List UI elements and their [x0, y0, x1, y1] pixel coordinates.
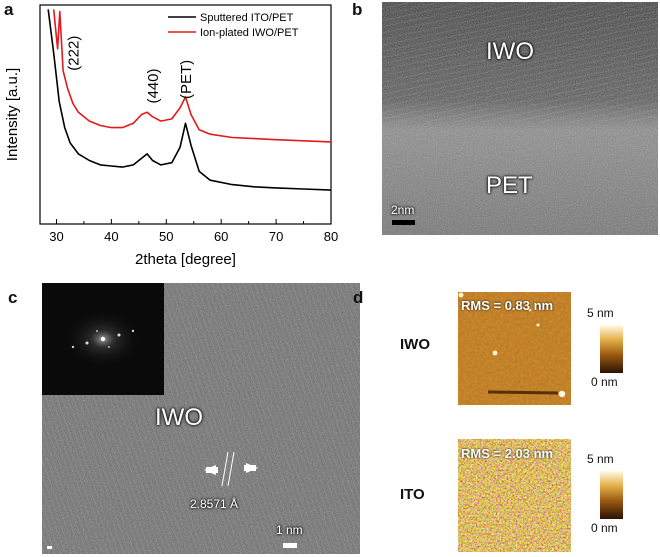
scale-bar-label-b: 2nm [391, 203, 415, 217]
x-tick-label-4: 70 [269, 229, 283, 244]
color-scale-max-iwo: 5 nm [587, 306, 614, 320]
y-axis-label: Intensity [a.u.] [4, 68, 21, 161]
tem-cross-section-image [382, 2, 658, 235]
rms-label-ito: RMS = 2.03 nm [461, 446, 554, 461]
iwo-lattice-label: IWO [155, 404, 203, 431]
scale-bar-label-c: 1 nm [276, 523, 303, 537]
fft-inset [42, 283, 164, 395]
panel-c-letter: c [8, 288, 18, 307]
legend-label-0: Sputtered ITO/PET [200, 12, 294, 24]
afm-image-iwo [458, 292, 571, 405]
peak-label-222: (222) [65, 36, 82, 71]
color-scale-min-iwo: 0 nm [591, 375, 618, 389]
color-scale-bar-ito [600, 471, 623, 519]
iwo-film-label: IWO [486, 38, 534, 65]
x-tick-label-2: 50 [159, 229, 173, 244]
legend-label-1: Ion-plated IWO/PET [200, 27, 299, 39]
color-scale-min-ito: 0 nm [591, 521, 618, 535]
panel-b-letter: b [352, 0, 363, 19]
afm-image-ito [458, 439, 571, 552]
series-line-0 [47, 9, 332, 191]
d-spacing-label: 2.8571 Å [190, 497, 239, 511]
panel-a-letter: a [4, 0, 14, 19]
color-scale-bar-iwo [600, 325, 623, 373]
x-axis-label: 2theta [degree] [135, 251, 236, 268]
color-scale-max-ito: 5 nm [587, 452, 614, 466]
panel-d-letter: d [353, 288, 364, 307]
scale-bar-c [283, 543, 297, 548]
x-tick-label-5: 80 [324, 229, 338, 244]
xrd-chart: 30 40 50 60 70 80 2theta [degree] Intensity [a.… [4, 4, 338, 268]
hrtem-lattice-image [42, 283, 360, 554]
afm-label-iwo: IWO [400, 336, 430, 353]
series-line-1 [52, 9, 332, 143]
x-tick-label-3: 60 [214, 229, 228, 244]
peak-label-440: (440) [145, 69, 162, 104]
x-tick-label-1: 40 [104, 229, 118, 244]
pet-substrate-label: PET [486, 172, 533, 199]
corner-marker-c [47, 546, 52, 549]
afm-label-ito: ITO [400, 486, 425, 503]
rms-label-iwo: RMS = 0.83 nm [461, 298, 554, 313]
plot-frame [39, 4, 332, 225]
x-tick-label-0: 30 [49, 229, 63, 244]
peak-label-pet: (PET) [178, 60, 195, 99]
scale-bar-b [392, 220, 415, 225]
lattice-spacing-marker [204, 451, 258, 487]
